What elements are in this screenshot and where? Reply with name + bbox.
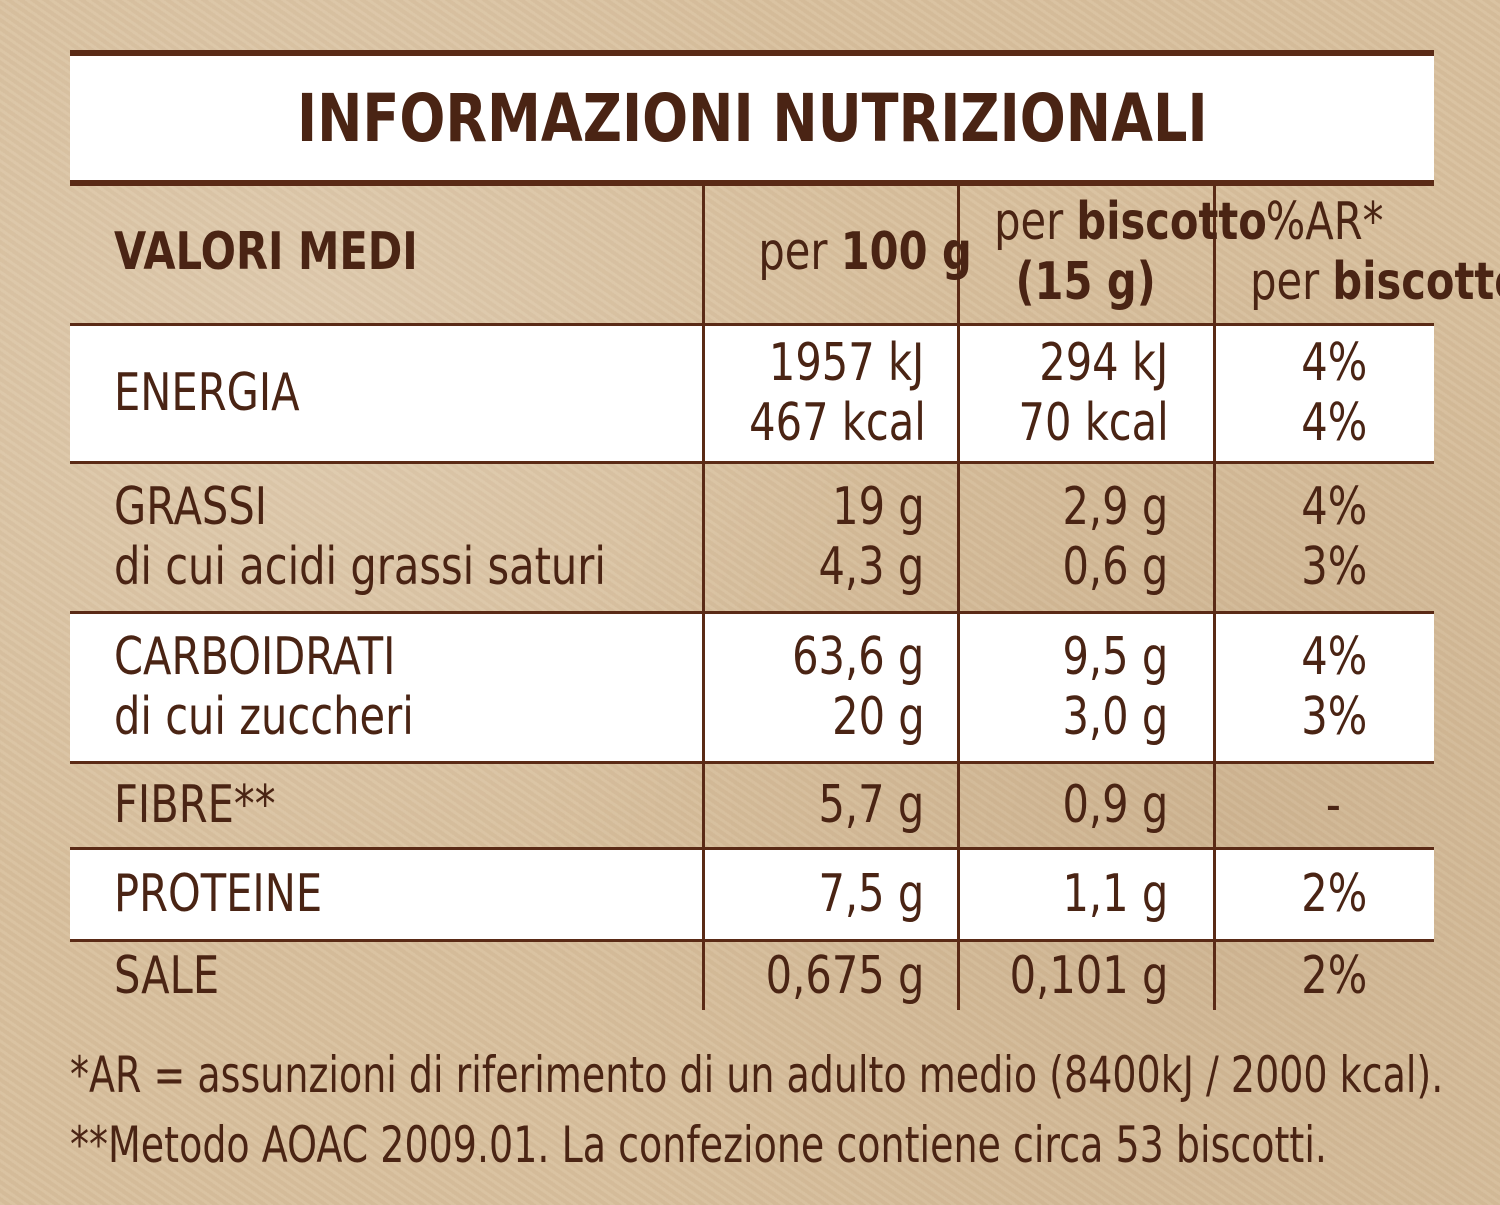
table-row: SALE 0,675 g 0,101 g 2% [70, 938, 1434, 1010]
nutrition-panel: INFORMAZIONI NUTRIZIONALI VALORI MEDI pe… [70, 50, 1500, 1015]
header-col2-bold: 100 g [840, 222, 972, 283]
row-sublabel: di cui acidi grassi saturi [114, 537, 606, 597]
header-ar: %AR* per biscotto [1212, 182, 1500, 324]
cell-value: 5,7 g [818, 775, 925, 835]
row-label: CARBOIDRATI [114, 627, 396, 687]
row-label: FIBRE** [114, 775, 276, 835]
cell-value: 2% [1300, 864, 1367, 924]
cell-value: 0,6 g [1062, 537, 1169, 597]
cell-value: 4% [1300, 627, 1367, 687]
cell-value: - [1326, 775, 1342, 835]
header-label: VALORI MEDI [114, 222, 418, 283]
cell-value: 7,5 g [818, 864, 925, 924]
table-header-row: VALORI MEDI per 100 g per biscotto (15 g… [70, 182, 1500, 324]
row-label: ENERGIA [114, 363, 300, 423]
header-col4-pre: per [1249, 252, 1319, 313]
cell-value: 3,0 g [1062, 687, 1169, 747]
cell-value: 4% [1300, 393, 1367, 453]
cell-value: 1,1 g [1062, 864, 1169, 924]
cell-value: 3% [1300, 537, 1367, 597]
header-per-biscotto: per biscotto (15 g) [956, 182, 1266, 324]
cell-value: 3% [1300, 687, 1367, 747]
cell-value: 0,9 g [1062, 775, 1169, 835]
header-col2-pre: per [757, 222, 827, 283]
nutrition-table: VALORI MEDI per 100 g per biscotto (15 g… [70, 182, 1500, 1010]
header-col4-line1: %AR* [1265, 192, 1384, 253]
title-band: INFORMAZIONI NUTRIZIONALI [70, 50, 1434, 186]
cell-value: 4% [1300, 333, 1367, 393]
cell-value: 0,675 g [765, 945, 925, 1006]
table-row: ENERGIA 1957 kJ 467 kcal 294 kJ 70 kcal … [70, 322, 1434, 462]
footnote-method: **Metodo AOAC 2009.01. La confezione con… [70, 1116, 1327, 1174]
footnote-ar: *AR = assunzioni di riferimento di un ad… [70, 1046, 1444, 1104]
table-row: CARBOIDRATI di cui zuccheri 63,6 g 20 g … [70, 610, 1434, 762]
cell-value: 467 kcal [748, 393, 926, 453]
table-row: PROTEINE 7,5 g 1,1 g 2% [70, 846, 1434, 940]
cell-value: 1957 kJ [769, 333, 925, 393]
row-label: SALE [114, 945, 220, 1006]
cell-value: 2% [1300, 945, 1367, 1006]
cell-value: 19 g [831, 477, 925, 537]
header-per-100g: per 100 g [701, 182, 971, 324]
cell-value: 63,6 g [792, 627, 925, 687]
cell-value: 4% [1300, 477, 1367, 537]
table-row: GRASSI di cui acidi grassi saturi 19 g 4… [70, 460, 1434, 612]
cell-value: 2,9 g [1062, 477, 1169, 537]
header-col4-bold: biscotto [1331, 252, 1500, 313]
cell-value: 9,5 g [1062, 627, 1169, 687]
row-label: PROTEINE [114, 864, 323, 924]
header-col3-bold: biscotto [1075, 192, 1267, 253]
row-label: GRASSI [114, 477, 267, 537]
cell-value: 20 g [831, 687, 925, 747]
table-row: FIBRE** 5,7 g 0,9 g - [70, 760, 1434, 848]
cell-value: 4,3 g [818, 537, 925, 597]
footnotes: *AR = assunzioni di riferimento di un ad… [70, 1040, 1450, 1180]
cell-value: 0,101 g [1009, 945, 1169, 1006]
cell-value: 70 kcal [1018, 393, 1169, 453]
cell-value: 294 kJ [1039, 333, 1169, 393]
header-valori-medi: VALORI MEDI [70, 182, 703, 324]
row-sublabel: di cui zuccheri [114, 687, 414, 747]
header-col3-line2: (15 g) [1015, 252, 1157, 313]
header-col3-pre: per [993, 192, 1063, 253]
page-title: INFORMAZIONI NUTRIZIONALI [296, 79, 1208, 157]
